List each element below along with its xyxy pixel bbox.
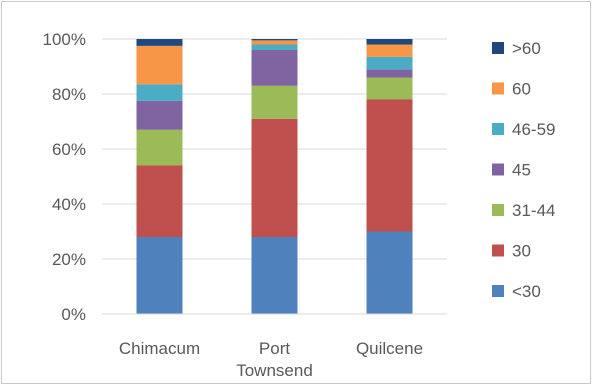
legend-label: <30 bbox=[512, 282, 541, 301]
legend-swatch bbox=[492, 204, 504, 216]
bar-segment bbox=[136, 165, 183, 237]
bar-segment bbox=[251, 237, 298, 314]
y-tick-label: 20% bbox=[52, 250, 86, 269]
bar-segment bbox=[136, 129, 183, 166]
bar-segment bbox=[251, 44, 298, 50]
y-tick-label: 100% bbox=[43, 30, 86, 49]
bar-segment bbox=[251, 85, 298, 119]
x-category-label: Chimacum bbox=[119, 339, 200, 358]
bar-segment bbox=[366, 77, 413, 100]
y-tick-label: 80% bbox=[52, 85, 86, 104]
legend-swatch bbox=[492, 123, 504, 135]
x-category-label: Quilcene bbox=[356, 339, 423, 358]
legend-label: 31-44 bbox=[512, 201, 555, 220]
legend-label: >60 bbox=[512, 39, 541, 58]
legend-swatch bbox=[492, 42, 504, 54]
bar-segment bbox=[251, 40, 298, 45]
legend: >60 60 46-59 45 31-44 30 <30 bbox=[492, 39, 555, 301]
legend-swatch bbox=[492, 285, 504, 297]
bar-segment bbox=[366, 39, 413, 45]
axes: 0% 20% 40% 60% 80% 100% Chimacum Port Townsend Qu… bbox=[43, 30, 447, 380]
legend-label: 45 bbox=[512, 161, 531, 180]
bar-segment bbox=[366, 99, 413, 232]
bar-segment bbox=[366, 44, 413, 57]
bar-segment bbox=[251, 39, 298, 41]
bar-segment bbox=[136, 237, 183, 314]
bar-segment bbox=[251, 50, 298, 86]
bar-segment bbox=[366, 56, 413, 70]
bar-segment bbox=[136, 84, 183, 101]
y-tick-label: 40% bbox=[52, 195, 86, 214]
legend-swatch bbox=[492, 82, 504, 95]
legend-label: 46-59 bbox=[512, 120, 555, 139]
y-tick-label: 0% bbox=[61, 305, 86, 324]
bar-segment bbox=[366, 69, 413, 78]
legend-label: 60 bbox=[512, 80, 531, 99]
y-tick-label: 60% bbox=[52, 140, 86, 159]
legend-swatch bbox=[492, 244, 504, 257]
legend-swatch bbox=[492, 163, 504, 176]
bar-segment bbox=[136, 100, 183, 130]
bar-segment bbox=[136, 45, 183, 85]
bar-segment bbox=[366, 231, 413, 314]
bar-segment bbox=[136, 39, 183, 46]
x-category-label: Port Townsend bbox=[236, 339, 313, 380]
bar-segment bbox=[251, 118, 298, 237]
legend-label: 30 bbox=[512, 242, 531, 261]
bars bbox=[136, 39, 413, 314]
